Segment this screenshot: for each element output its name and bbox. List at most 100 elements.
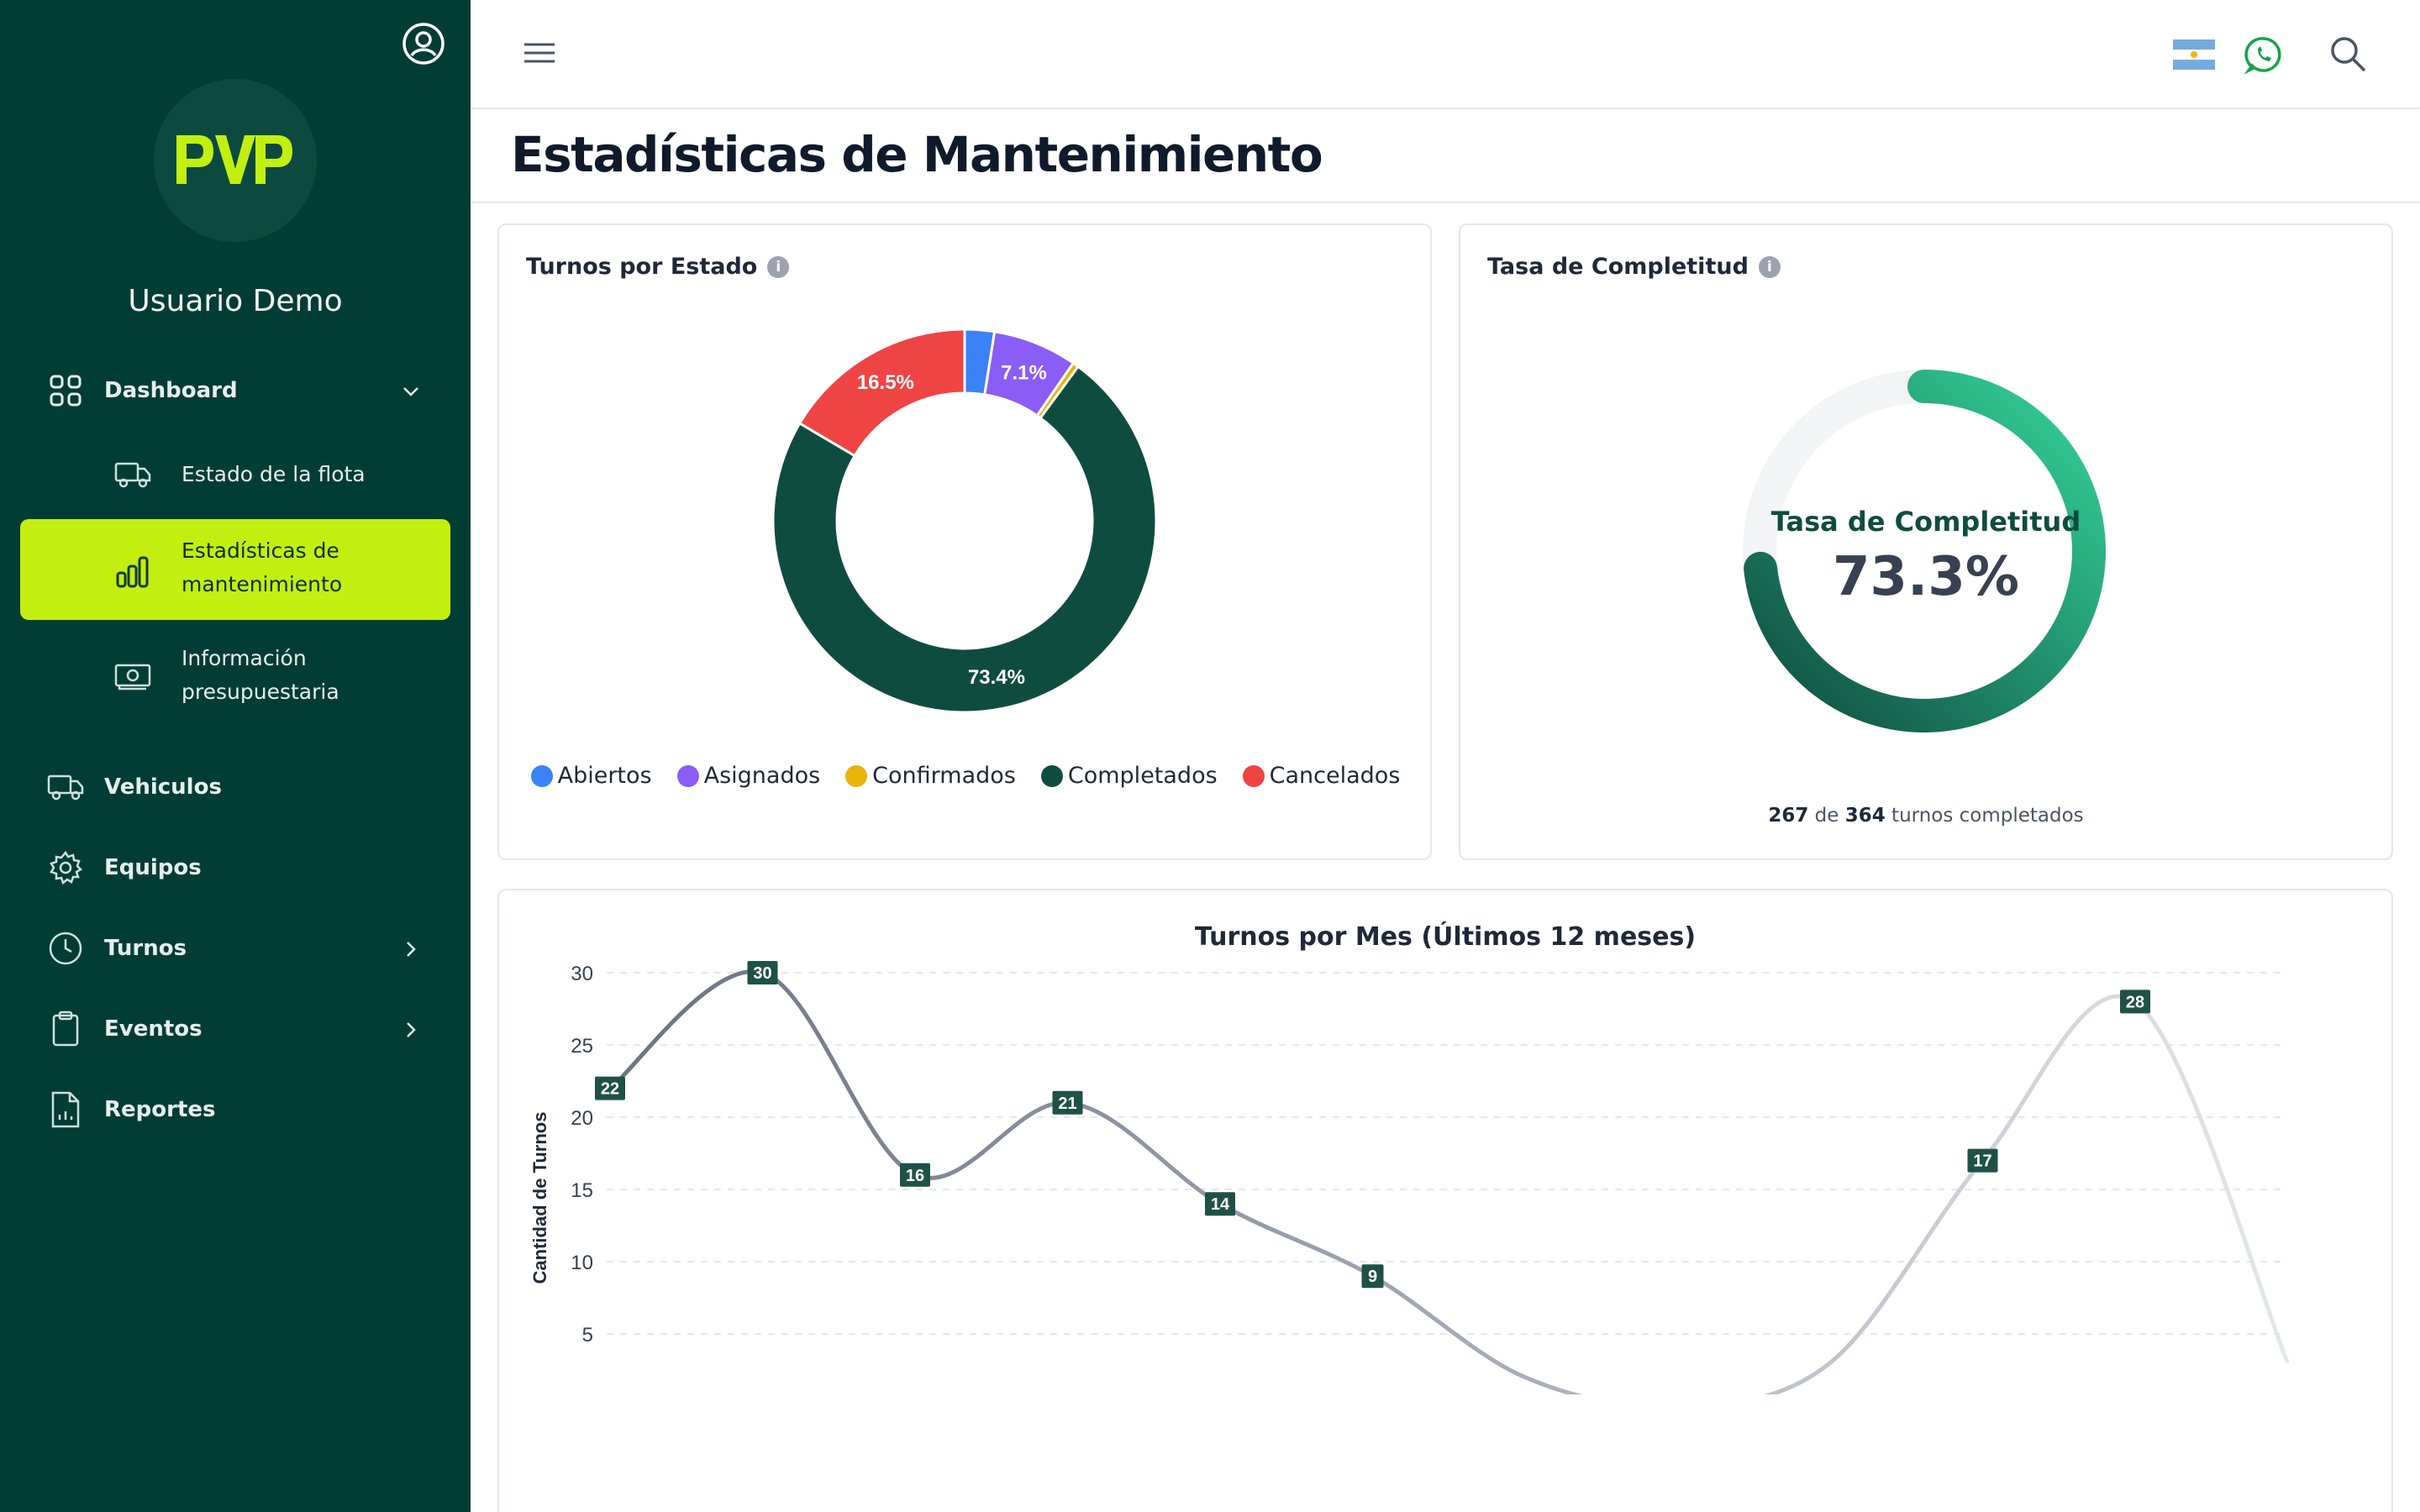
data-point-label[interactable]: 22 bbox=[595, 1076, 625, 1100]
legend-label: Asignados bbox=[703, 763, 821, 789]
chevron-right-icon[interactable] bbox=[398, 937, 424, 962]
point-label-bg bbox=[1361, 1264, 1384, 1289]
y-tick-label: 20 bbox=[571, 1107, 593, 1130]
clock-icon bbox=[47, 930, 84, 967]
chart-title: Turnos por Mes (Últimos 12 meses) bbox=[1194, 922, 1697, 952]
gear-icon bbox=[47, 849, 84, 886]
argentina-flag[interactable] bbox=[2173, 39, 2215, 70]
info-icon[interactable]: i bbox=[1758, 255, 1781, 278]
legend-swatch bbox=[1242, 764, 1265, 787]
y-tick-label: 25 bbox=[571, 1035, 593, 1058]
legend-item-cancelados[interactable]: Cancelados bbox=[1242, 763, 1401, 789]
user-profile-icon[interactable] bbox=[401, 21, 446, 66]
legend-item-confirmados[interactable]: Confirmados bbox=[845, 763, 1016, 789]
sidebar-item-label: Equipos bbox=[104, 855, 202, 880]
company-logo bbox=[154, 79, 317, 242]
sidebar-item-label: Estadísticas de bbox=[182, 538, 339, 563]
truck-icon bbox=[114, 456, 151, 493]
page-title: Estadísticas de Mantenimiento bbox=[511, 126, 1323, 183]
data-point-label[interactable]: 16 bbox=[900, 1163, 930, 1187]
sidebar-item-label: Dashboard bbox=[104, 378, 238, 403]
chevron-down-icon[interactable] bbox=[398, 379, 424, 404]
grid-icon bbox=[47, 372, 84, 409]
donut-slice-cancelados[interactable] bbox=[797, 328, 966, 458]
search-icon[interactable] bbox=[2328, 34, 2368, 74]
point-label-text: 9 bbox=[1368, 1268, 1377, 1286]
sidebar-item-estadisticas-mantenimiento[interactable]: Estadísticas de mantenimiento bbox=[20, 519, 450, 620]
data-point-label[interactable]: 14 bbox=[1205, 1192, 1235, 1216]
point-label-bg bbox=[595, 1076, 625, 1100]
total-count: 364 bbox=[1844, 805, 1886, 827]
sidebar: Usuario Demo Dashboard Estado de la flot… bbox=[0, 0, 471, 1512]
footnote-suffix: turnos completados bbox=[1891, 805, 2084, 827]
y-tick-label: 30 bbox=[571, 963, 593, 985]
point-label-text: 22 bbox=[601, 1080, 619, 1099]
donut-chart: 7.1% 73.4% 16.5% bbox=[771, 328, 1158, 714]
data-point-label[interactable]: 17 bbox=[1967, 1148, 1998, 1173]
bar-chart-icon bbox=[114, 553, 151, 593]
completion-rate: 73.3% bbox=[1832, 546, 2020, 608]
point-label-bg bbox=[747, 961, 778, 984]
chart-legend: Abiertos Asignados Confirmados Completad… bbox=[530, 763, 1400, 789]
slice-label-asignados: 7.1% bbox=[1001, 362, 1047, 385]
legend-swatch bbox=[676, 764, 699, 787]
chevron-right-icon[interactable] bbox=[398, 1017, 424, 1042]
sidebar-item-turnos[interactable]: Turnos bbox=[47, 930, 187, 967]
legend-item-asignados[interactable]: Asignados bbox=[676, 763, 821, 789]
point-label-text: 28 bbox=[2126, 993, 2144, 1011]
whatsapp-icon[interactable] bbox=[2244, 34, 2284, 75]
y-tick-label: 10 bbox=[571, 1252, 593, 1274]
sidebar-item-dashboard[interactable]: Dashboard bbox=[47, 372, 238, 409]
sidebar-item-reportes[interactable]: Reportes bbox=[47, 1091, 216, 1128]
legend-item-completados[interactable]: Completados bbox=[1040, 763, 1218, 789]
legend-item-abiertos[interactable]: Abiertos bbox=[530, 763, 652, 789]
point-label-text: 17 bbox=[1973, 1152, 1991, 1171]
sidebar-item-label: Turnos bbox=[104, 936, 187, 961]
line-chart: 5 10 15 20 25 30 Cantidad de Turnos 22 30 16 21 14 9… bbox=[529, 961, 2290, 1394]
data-point-label[interactable]: 21 bbox=[1052, 1090, 1083, 1115]
hamburger-icon[interactable] bbox=[523, 39, 560, 69]
topbar bbox=[471, 0, 2420, 109]
ring-progress bbox=[1744, 370, 2106, 732]
sidebar-item-label: Estado de la flota bbox=[182, 462, 366, 486]
sidebar-item-estado-flota[interactable]: Estado de la flota bbox=[114, 456, 366, 493]
data-point-label[interactable]: 30 bbox=[747, 961, 778, 984]
sidebar-item-informacion-presupuestaria[interactable]: Información presupuestaria bbox=[114, 642, 339, 709]
point-label-bg bbox=[1052, 1090, 1083, 1115]
legend-label: Confirmados bbox=[872, 763, 1016, 789]
clipboard-icon bbox=[47, 1011, 84, 1047]
point-label-text: 21 bbox=[1058, 1095, 1076, 1113]
point-label-text: 16 bbox=[906, 1167, 924, 1185]
point-label-bg bbox=[1205, 1192, 1235, 1216]
page-header: Estadísticas de Mantenimiento bbox=[471, 111, 2420, 203]
sidebar-item-label: presupuestaria bbox=[182, 680, 339, 704]
data-point-label[interactable]: 28 bbox=[2120, 990, 2150, 1014]
sidebar-item-label: Eventos bbox=[104, 1016, 203, 1042]
point-label-bg bbox=[2120, 990, 2150, 1014]
sidebar-item-eventos[interactable]: Eventos bbox=[47, 1011, 203, 1047]
completion-ring bbox=[1743, 370, 2106, 732]
money-icon bbox=[114, 657, 151, 694]
sidebar-item-vehiculos[interactable]: Vehiculos bbox=[47, 769, 222, 806]
card-title: Tasa de Completitud bbox=[1487, 254, 1749, 280]
y-axis-label: Cantidad de Turnos bbox=[529, 1112, 550, 1284]
donut-slice-completados[interactable] bbox=[771, 365, 1158, 714]
legend-label: Cancelados bbox=[1269, 763, 1401, 789]
slice-label-completados: 73.4% bbox=[968, 666, 1025, 689]
sidebar-item-label: Vehiculos bbox=[104, 774, 222, 800]
completion-footnote: 267 de 364 turnos completados bbox=[1460, 805, 2391, 827]
completed-count: 267 bbox=[1768, 805, 1809, 827]
info-icon[interactable]: i bbox=[767, 255, 790, 278]
y-tick-label: 5 bbox=[582, 1324, 593, 1347]
point-label-text: 30 bbox=[753, 964, 771, 983]
legend-label: Completados bbox=[1067, 763, 1218, 789]
point-label-bg bbox=[1967, 1148, 1998, 1173]
sidebar-item-equipos[interactable]: Equipos bbox=[47, 849, 202, 886]
y-tick-label: 15 bbox=[571, 1179, 593, 1202]
data-point-label[interactable]: 9 bbox=[1361, 1264, 1384, 1289]
sidebar-item-label: Reportes bbox=[104, 1097, 216, 1122]
legend-label: Abiertos bbox=[557, 763, 652, 789]
user-name: Usuario Demo bbox=[128, 284, 343, 318]
report-file-icon bbox=[47, 1091, 84, 1128]
point-label-text: 14 bbox=[1211, 1195, 1230, 1214]
